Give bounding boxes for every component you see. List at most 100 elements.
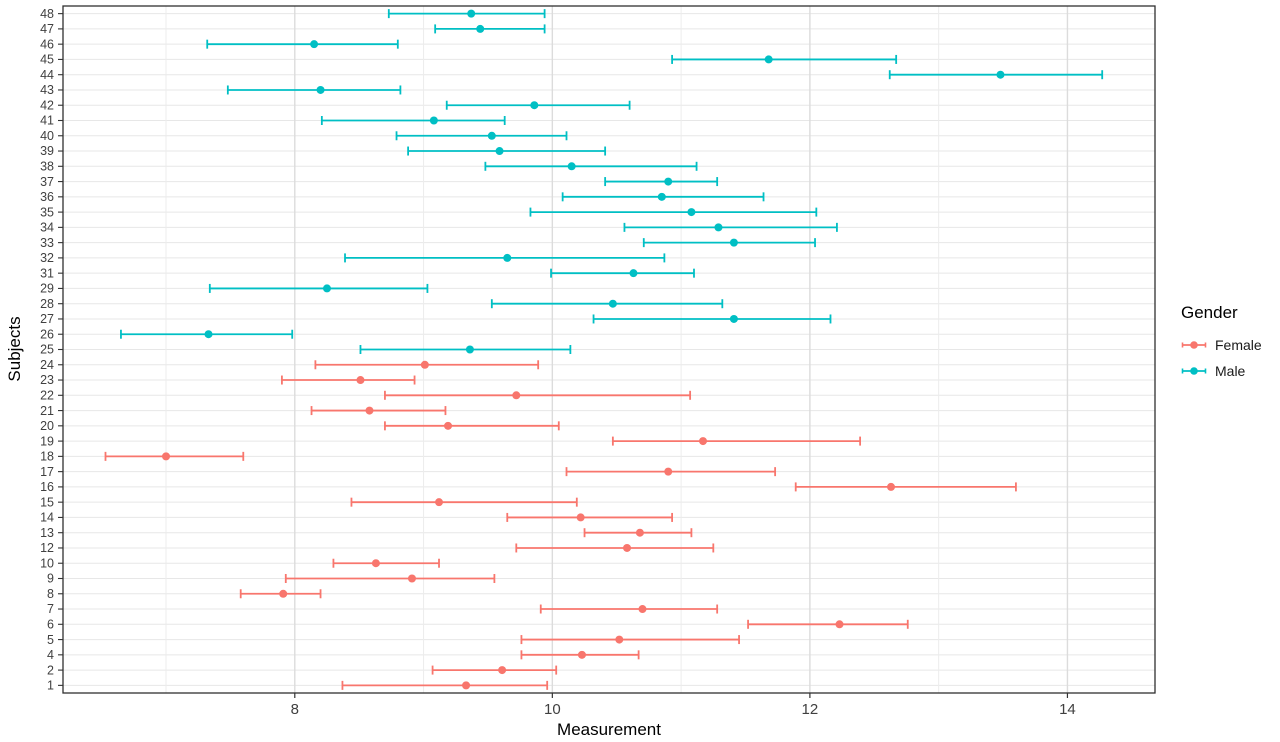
y-tick-label: 21	[40, 404, 54, 418]
legend-item-female: Female	[1181, 332, 1262, 358]
pointrange-subject-14	[506, 512, 673, 522]
y-tick-label: 27	[40, 312, 54, 326]
pointrange-subject-7	[539, 604, 719, 614]
pointrange-subject-4	[520, 650, 640, 660]
pointrange-subject-12	[515, 543, 715, 553]
female-pointrange-key-icon	[1181, 337, 1207, 353]
y-tick-label: 23	[40, 373, 54, 387]
y-tick-label: 44	[40, 68, 54, 82]
y-tick-label: 6	[47, 618, 54, 632]
pointrange-subject-15	[350, 497, 578, 507]
pointrange-subject-41	[320, 116, 506, 125]
y-tick-label: 19	[40, 434, 54, 448]
y-tick-label: 34	[40, 221, 54, 235]
pointrange-subject-35	[529, 207, 818, 217]
y-tick-label: 20	[40, 419, 54, 433]
y-tick-label: 8	[47, 587, 54, 601]
pointrange-subject-47	[434, 24, 546, 34]
pointrange-subject-26	[120, 329, 294, 339]
pointrange-subject-21	[310, 406, 447, 416]
pointrange-subject-38	[484, 161, 698, 171]
y-tick-label: 12	[40, 541, 54, 555]
x-axis-title: Measurement	[557, 720, 661, 739]
y-tick-label: 28	[40, 297, 54, 311]
y-tick-label: 22	[40, 389, 54, 403]
pointrange-subject-9	[284, 574, 496, 583]
y-tick-label: 26	[40, 327, 54, 341]
y-tick-label: 14	[40, 511, 54, 525]
y-tick-label: 2	[47, 663, 54, 677]
legend-label-female: Female	[1215, 337, 1262, 353]
y-tick-label: 45	[40, 53, 54, 67]
y-tick-label: 46	[40, 37, 54, 51]
pointrange-subject-2	[431, 665, 558, 675]
y-tick-label: 17	[40, 465, 54, 479]
pointrange-subject-19	[611, 436, 862, 446]
y-tick-label: 25	[40, 343, 54, 357]
y-tick-label: 29	[40, 282, 54, 296]
y-tick-label: 41	[40, 114, 54, 128]
y-tick-label: 40	[40, 129, 54, 143]
pointrange-subject-28	[490, 299, 724, 309]
pointrange-subject-20	[384, 421, 560, 431]
y-tick-label: 15	[40, 495, 54, 509]
pointrange-subject-45	[671, 54, 898, 64]
y-tick-label: 10	[40, 556, 54, 570]
y-tick-label: 37	[40, 175, 54, 189]
pointrange-subject-25	[359, 345, 572, 354]
pointrange-subject-29	[208, 283, 429, 293]
x-tick-label: 8	[291, 701, 299, 718]
y-tick-label: 47	[40, 22, 54, 36]
y-axis-title: Subjects	[5, 316, 24, 382]
y-tick-label: 31	[40, 266, 54, 280]
y-tick-label: 1	[47, 679, 54, 693]
pointrange-subject-36	[561, 192, 765, 202]
pointrange-subject-34	[623, 222, 838, 232]
pointrange-subject-23	[281, 375, 416, 385]
y-tick-label: 39	[40, 144, 54, 158]
legend-item-male: Male	[1181, 358, 1262, 384]
y-tick-label: 38	[40, 160, 54, 174]
y-tick-label: 5	[47, 633, 54, 647]
pointrange-subject-16	[794, 482, 1017, 492]
pointrange-subject-27	[592, 314, 832, 324]
y-tick-label: 35	[40, 205, 54, 219]
pointrange-subject-39	[407, 146, 607, 156]
pointrange-subject-5	[520, 635, 740, 645]
pointrange-subject-22	[384, 390, 692, 400]
y-tick-label: 7	[47, 602, 54, 616]
y-tick-label: 9	[47, 572, 54, 586]
y-tick-label: 33	[40, 236, 54, 250]
pointrange-subject-10	[332, 558, 440, 568]
pointrange-subject-6	[747, 619, 909, 629]
pointrange-subject-24	[314, 360, 540, 370]
pointrange-subject-42	[445, 100, 631, 110]
pointrange-subject-1	[341, 680, 549, 690]
legend-title: Gender	[1181, 303, 1238, 322]
pointrange-subject-17	[565, 467, 777, 477]
legend: Gender Female Male	[1181, 303, 1262, 384]
pointrange-subject-32	[344, 253, 666, 263]
pointrange-subject-8	[239, 589, 322, 599]
pointrange-subject-18	[104, 451, 245, 461]
y-tick-label: 18	[40, 450, 54, 464]
y-tick-label: 42	[40, 98, 54, 112]
y-tick-label: 48	[40, 7, 54, 21]
y-tick-label: 4	[47, 648, 54, 662]
pointrange-subject-37	[604, 177, 719, 187]
y-tick-label: 36	[40, 190, 54, 204]
y-tick-label: 32	[40, 251, 54, 265]
pointrange-subject-13	[583, 528, 693, 538]
pointrange-subject-48	[387, 9, 546, 19]
y-tick-label: 43	[40, 83, 54, 97]
x-tick-label: 10	[544, 701, 561, 718]
y-tick-label: 13	[40, 526, 54, 540]
pointrange-subject-46	[206, 39, 399, 49]
x-tick-label: 14	[1059, 701, 1076, 718]
y-tick-label: 24	[40, 358, 54, 372]
male-pointrange-key-icon	[1181, 363, 1207, 379]
pointrange-subject-43	[226, 85, 402, 95]
legend-label-male: Male	[1215, 363, 1246, 379]
